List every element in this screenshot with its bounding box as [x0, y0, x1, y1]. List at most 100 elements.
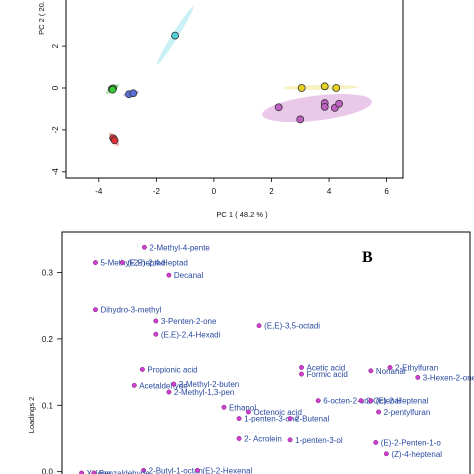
loading-point [91, 470, 97, 474]
loading-point [139, 366, 145, 372]
loading-point [358, 398, 364, 404]
loading-point [153, 318, 159, 324]
loading-point-label: 2-Methyl-2-buten [179, 380, 239, 389]
loading-point [387, 365, 393, 370]
loadings-y-tick-label: 0.0 [42, 468, 54, 474]
loading-point-label: (E,E)-3,5-octadi [264, 322, 320, 331]
loading-point [246, 409, 251, 415]
y-tick-label: -4 [51, 168, 60, 176]
score-point [320, 82, 329, 91]
loading-point-label: 2-Methyl-4-pente [149, 243, 210, 252]
loading-point [153, 331, 159, 337]
y-tick-label: -2 [51, 126, 60, 134]
loadings-y-axis-label: Loadings 2 [27, 397, 36, 434]
loading-point-label: Ethanol [229, 403, 256, 412]
y-tick-label: 2 [51, 43, 60, 48]
loading-point-label: Formic acid [306, 370, 347, 379]
loading-point-label: 3-Hexen-2-one [423, 373, 474, 382]
loading-point [287, 416, 293, 422]
loading-point-label: 2-Butenal [295, 415, 329, 424]
y-axis-label: PC 2 ( 20. [37, 1, 46, 35]
loading-point-label: Acetic acid [306, 363, 345, 372]
loading-point-label: Xylene [87, 469, 112, 474]
score-point [108, 85, 117, 94]
loading-point-label: Decanal [174, 271, 204, 280]
loading-point [93, 260, 98, 266]
loading-point [299, 371, 304, 377]
loading-point [236, 436, 242, 441]
loading-point-label: 2-Butyl-1-octan [149, 466, 203, 474]
loading-point-label: Propionic acid [147, 365, 197, 374]
loading-point-label: 2- Acrolein [244, 434, 282, 443]
loading-point [315, 398, 321, 404]
loading-point-label: 2-Methyl-1,3-pen [174, 388, 234, 397]
loading-point [131, 382, 137, 388]
loading-point-label: 2-Octenal [366, 397, 401, 406]
score-point [274, 103, 283, 112]
loading-point [383, 451, 389, 457]
score-point [110, 136, 119, 145]
loading-point-label: 5-Methyl-2-heptad [100, 259, 165, 268]
loadings-plot-frame [61, 231, 471, 474]
loading-point-label: (Z)-4-heptenal [391, 450, 442, 459]
x-tick-label: 0 [212, 187, 217, 196]
loading-point [299, 365, 304, 370]
confidence-ellipse [262, 94, 372, 123]
loading-point [141, 244, 147, 250]
loadings-plot: B 0.0 0.1 0.2 0.3 2-Methyl-4-pente 5-Methyl-… [27, 231, 474, 474]
loading-point-label: 2-Ethylfuran [395, 363, 438, 372]
loading-point [119, 260, 125, 266]
loading-point-label: (E)-2-Penten-1-o [381, 438, 442, 447]
loading-point [368, 398, 374, 404]
x-tick-label: -4 [95, 187, 103, 196]
loading-points: 2-Methyl-4-pente5-Methyl-2-heptad(E,E)-2… [79, 243, 474, 474]
loading-point-label: (E)-2-Hexenal [202, 466, 252, 474]
y-tick-label: 0 [51, 85, 60, 90]
confidence-ellipse [283, 84, 359, 90]
loading-point-label: Nonanal [376, 367, 406, 376]
loading-point [166, 272, 172, 278]
loading-point-label: Benzaldehyde [99, 469, 150, 474]
loading-point-label: 3-Penten-2-one [161, 317, 217, 326]
panel-label: B [362, 249, 373, 266]
y-axis-ticks: -4 -2 0 2 [51, 43, 66, 175]
x-tick-label: 6 [384, 187, 389, 196]
loading-point [376, 409, 382, 415]
score-point [129, 89, 138, 98]
loadings-y-tick-label: 0.1 [42, 401, 54, 410]
x-axis-label: PC 1 ( 48.2 % ) [216, 210, 268, 219]
loading-point [287, 437, 293, 443]
score-point [332, 84, 341, 92]
loading-point-label: Octenoic acid [253, 408, 301, 417]
loading-point [79, 470, 85, 474]
loading-point [166, 389, 172, 395]
x-tick-label: 4 [327, 187, 332, 196]
loading-point [195, 467, 200, 473]
loading-point-label: 1-penten-3-one [244, 415, 299, 424]
loading-point-label: 6-octen-2-one [323, 397, 373, 406]
score-points [107, 31, 344, 145]
loading-point [171, 381, 177, 387]
x-tick-label: 2 [269, 187, 274, 196]
loading-point-label: 1-penten-3-ol [295, 436, 343, 445]
x-tick-label: -2 [153, 187, 161, 196]
loading-point-label: 2-pentylfuran [384, 408, 431, 417]
pca-score-plot: -4 -2 0 2 4 6 -4 -2 0 2 PC 1 ( 48.2 % ) PC 2 ( 2… [37, 0, 404, 219]
confidence-ellipses [105, 6, 372, 147]
score-point [171, 31, 179, 40]
loading-point [368, 368, 374, 374]
loading-point-label: (E,E)-2,4-Heptad [127, 259, 187, 268]
score-point [320, 102, 329, 111]
loading-point [415, 374, 421, 380]
loadings-y-ticks: 0.0 0.1 0.2 0.3 [42, 269, 62, 474]
loading-point [141, 467, 147, 473]
x-axis-ticks: -4 -2 0 2 4 6 [95, 178, 389, 196]
score-point [296, 115, 305, 124]
loading-point [373, 440, 379, 445]
loadings-y-tick-label: 0.3 [42, 269, 54, 278]
loading-point-label: (E,E)-2,4-Hexadi [161, 330, 221, 339]
loading-point-label: Acetaldehyde [139, 381, 188, 390]
loading-point [256, 323, 262, 329]
loading-point [221, 404, 227, 410]
